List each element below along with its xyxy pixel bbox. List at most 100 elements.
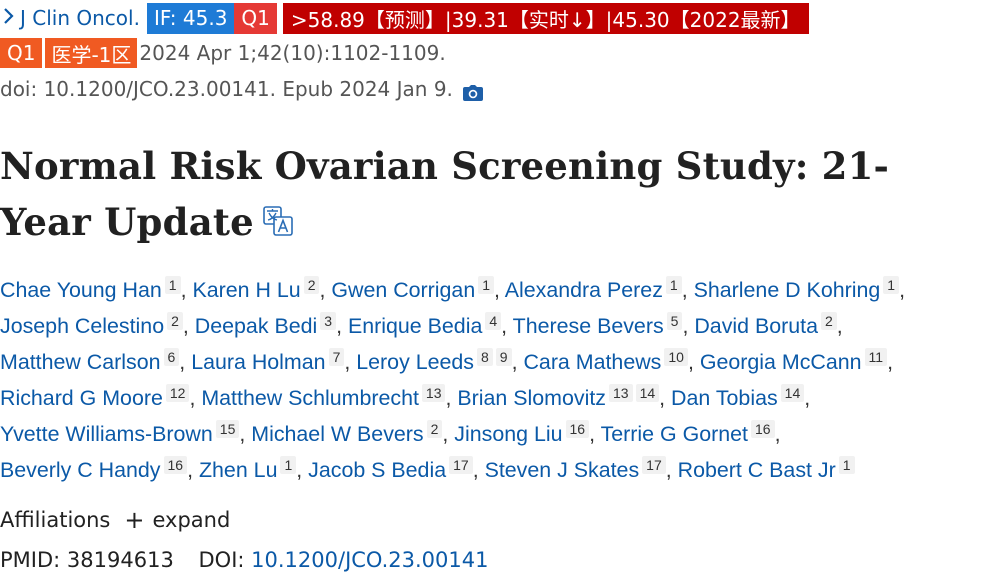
doi-label: DOI: xyxy=(198,548,245,572)
affiliation-number[interactable]: 1 xyxy=(665,276,682,294)
affiliation-number[interactable]: 15 xyxy=(215,420,240,438)
author-separator: , xyxy=(836,314,843,338)
affiliation-number[interactable]: 7 xyxy=(328,348,345,366)
author-line: Richard G Moore 12, Matthew Schlumbrecht 1… xyxy=(0,380,999,416)
author-separator: , xyxy=(445,386,458,410)
expand-affiliations-button[interactable]: expand xyxy=(152,508,231,532)
author-link[interactable]: Terrie G Gornet xyxy=(600,422,748,446)
author-separator: , xyxy=(682,314,695,338)
author-separator: , xyxy=(687,350,700,374)
affiliation-number[interactable]: 17 xyxy=(449,456,473,474)
translate-icon[interactable] xyxy=(262,196,294,236)
affiliation-number[interactable]: 17 xyxy=(642,456,666,474)
article-title-text: Normal Risk Ovarian Screening Study: 21-… xyxy=(0,144,890,244)
author-link[interactable]: Beverly C Handy xyxy=(0,458,161,482)
affiliation-number[interactable]: 14 xyxy=(780,384,805,402)
author-separator: , xyxy=(501,314,513,338)
affiliation-number[interactable]: 11 xyxy=(864,348,888,366)
author-separator: , xyxy=(472,458,485,482)
author-separator: , xyxy=(511,350,524,374)
camera-icon[interactable] xyxy=(462,82,483,101)
affiliation-number[interactable]: 2 xyxy=(167,312,183,330)
author-separator: , xyxy=(442,422,455,446)
author-link[interactable]: Karen H Lu xyxy=(192,278,301,302)
affiliation-number[interactable]: 8 xyxy=(476,348,493,366)
affiliation-number[interactable]: 2 xyxy=(303,276,320,294)
affiliation-number[interactable]: 1 xyxy=(838,456,855,474)
affiliation-number[interactable]: 16 xyxy=(751,420,775,438)
author-line: Chae Young Han 1, Karen H Lu 2, Gwen Corri… xyxy=(0,272,999,308)
author-link[interactable]: Robert C Bast Jr xyxy=(677,458,836,482)
author-link[interactable]: Leroy Leeds xyxy=(356,350,474,374)
doi-link[interactable]: 10.1200/JCO.23.00141 xyxy=(251,548,489,572)
author-link[interactable]: Laura Holman xyxy=(191,350,326,374)
identifiers-row: PMID: 38194613 DOI: 10.1200/JCO.23.00141 xyxy=(0,548,488,572)
affiliation-number[interactable]: 9 xyxy=(495,348,512,366)
author-link[interactable]: Jacob S Bedia xyxy=(308,458,447,482)
author-line: Beverly C Handy 16, Zhen Lu 1, Jacob S Bed… xyxy=(0,452,999,488)
impact-factor-badge: IF: 45.3 xyxy=(146,2,235,34)
author-link[interactable]: Alexandra Perez xyxy=(504,278,663,302)
author-link[interactable]: Sharlene D Kohring xyxy=(693,278,881,302)
author-link[interactable]: Georgia McCann xyxy=(699,350,862,374)
affiliation-number[interactable]: 16 xyxy=(565,420,590,438)
author-link[interactable]: Gwen Corrigan xyxy=(331,278,476,302)
affiliation-number[interactable]: 2 xyxy=(821,312,837,330)
affiliation-number[interactable]: 1 xyxy=(883,276,900,294)
author-link[interactable]: Zhen Lu xyxy=(198,458,278,482)
doi-epub-line: doi: 10.1200/JCO.23.00141. Epub 2024 Jan… xyxy=(0,74,483,104)
author-link[interactable]: Yvette Williams-Brown xyxy=(0,422,213,446)
author-link[interactable]: David Boruta xyxy=(694,314,818,338)
author-separator: , xyxy=(319,278,332,302)
doi-epub-text: doi: 10.1200/JCO.23.00141. Epub 2024 Jan… xyxy=(0,77,453,101)
affiliations-row: Affiliations + expand xyxy=(0,508,230,532)
author-link[interactable]: Chae Young Han xyxy=(0,278,162,302)
affiliation-number[interactable]: 4 xyxy=(485,312,502,330)
author-link[interactable]: Joseph Celestino xyxy=(0,314,165,338)
chevron-right-icon[interactable] xyxy=(2,6,14,30)
author-link[interactable]: Dan Tobias xyxy=(671,386,778,410)
author-separator: , xyxy=(681,278,694,302)
author-link[interactable]: Michael W Bevers xyxy=(251,422,424,446)
author-link[interactable]: Cara Mathews xyxy=(523,350,662,374)
author-separator: , xyxy=(182,314,195,338)
author-link[interactable]: Steven J Skates xyxy=(484,458,640,482)
affiliation-number[interactable]: 14 xyxy=(635,384,660,402)
q1-badge: Q1 xyxy=(234,2,277,34)
affiliation-number[interactable]: 1 xyxy=(478,276,495,294)
author-separator: , xyxy=(665,458,678,482)
author-line: Joseph Celestino 2, Deepak Bedi 3, Enrique… xyxy=(0,308,999,344)
author-line: Yvette Williams-Brown 15, Michael W Bever… xyxy=(0,416,999,452)
affiliation-number[interactable]: 2 xyxy=(426,420,443,438)
affiliation-number[interactable]: 10 xyxy=(664,348,688,366)
pmid-value: 38194613 xyxy=(66,548,174,572)
author-separator: , xyxy=(804,386,811,410)
plus-icon[interactable]: + xyxy=(124,506,145,534)
author-separator: , xyxy=(187,458,199,482)
author-link[interactable]: Brian Slomovitz xyxy=(457,386,606,410)
author-link[interactable]: Deepak Bedi xyxy=(194,314,318,338)
author-link[interactable]: Richard G Moore xyxy=(0,386,163,410)
author-link[interactable]: Enrique Bedia xyxy=(347,314,483,338)
author-link[interactable]: Jinsong Liu xyxy=(454,422,563,446)
author-separator: , xyxy=(180,278,193,302)
author-link[interactable]: Matthew Carlson xyxy=(0,350,161,374)
affiliation-number[interactable]: 13 xyxy=(608,384,633,402)
quartile-badge: Q1 xyxy=(0,38,43,68)
affiliation-number[interactable]: 1 xyxy=(280,456,297,474)
affiliation-number[interactable]: 12 xyxy=(165,384,190,402)
affiliation-number[interactable]: 13 xyxy=(421,384,446,402)
author-link[interactable]: Matthew Schlumbrecht xyxy=(201,386,419,410)
affiliation-number[interactable]: 16 xyxy=(163,456,188,474)
author-link[interactable]: Therese Bevers xyxy=(512,314,664,338)
affiliation-number[interactable]: 5 xyxy=(666,312,683,330)
journal-link[interactable]: J Clin Oncol. xyxy=(20,6,140,30)
affiliation-number[interactable]: 1 xyxy=(164,276,181,294)
author-separator: , xyxy=(899,278,906,302)
citation-line: Q1 医学-1区 2024 Apr 1;42(10):1102-1109. xyxy=(0,38,446,68)
author-separator: , xyxy=(296,458,309,482)
subject-badge: 医学-1区 xyxy=(45,38,138,68)
affiliation-number[interactable]: 3 xyxy=(320,312,337,330)
author-separator: , xyxy=(344,350,357,374)
affiliation-number[interactable]: 6 xyxy=(163,348,180,366)
